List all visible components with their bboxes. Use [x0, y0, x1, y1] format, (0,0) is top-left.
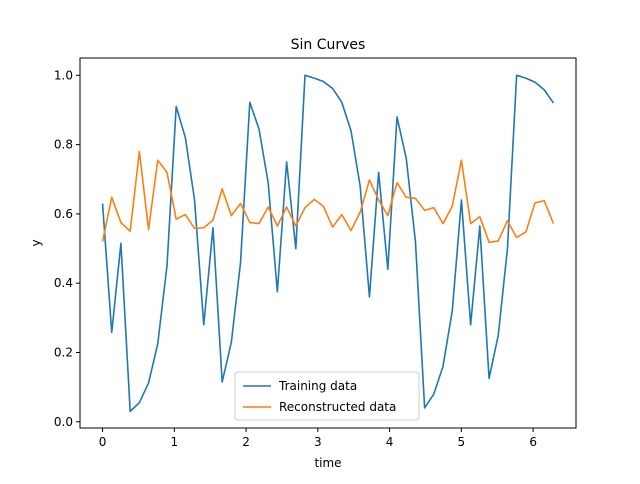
y-tick-label: 0.8 [54, 138, 73, 152]
x-tick-label: 6 [529, 435, 537, 449]
y-tick-label: 0.2 [54, 345, 73, 359]
plot-frame [79, 57, 577, 429]
chart-title: Sin Curves [291, 37, 366, 53]
legend-label: Reconstructed data [279, 400, 396, 414]
y-axis-label: y [29, 239, 43, 246]
x-tick-label: 3 [314, 435, 322, 449]
series-line-training-data [101, 74, 555, 413]
x-tick-label: 0 [99, 435, 107, 449]
legend: Training data Reconstructed data [234, 371, 420, 421]
series-lines [101, 74, 555, 413]
x-tick-label: 2 [242, 435, 250, 449]
x-tick-label: 5 [458, 435, 466, 449]
x-tick-label: 4 [386, 435, 394, 449]
y-tick-label: 1.0 [54, 68, 73, 82]
series-line-reconstructed-data [101, 150, 555, 244]
y-tick-label: 0.0 [54, 415, 73, 429]
y-tick-label: 0.6 [54, 207, 73, 221]
legend-box [234, 371, 420, 421]
x-tick-label: 1 [170, 435, 178, 449]
axis-ticks: 0 1 2 3 4 5 6 0.0 0.2 0.4 0.6 0.8 1.0 [54, 68, 537, 449]
y-tick-label: 0.4 [54, 276, 73, 290]
x-axis-label: time [314, 456, 341, 470]
legend-label: Training data [278, 379, 357, 393]
